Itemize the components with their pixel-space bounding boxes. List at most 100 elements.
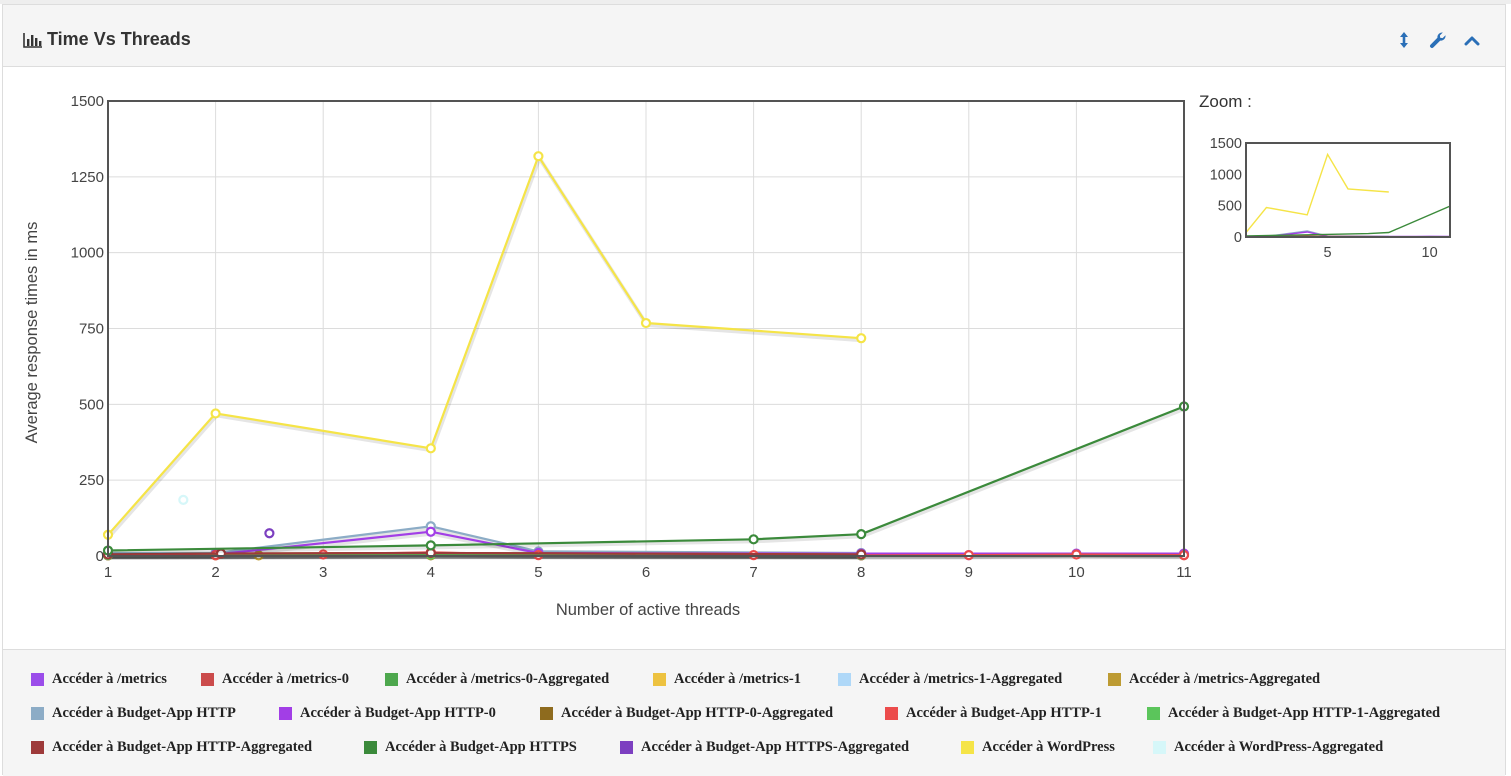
x-tick-label: 3: [319, 564, 327, 581]
y-tick-label: 1500: [71, 93, 104, 110]
legend-swatch: [1147, 707, 1160, 720]
legend-swatch: [885, 707, 898, 720]
data-point-acceder-a-budget-app-https-aggregated[interactable]: [265, 529, 273, 537]
panel-title-text: Time Vs Threads: [47, 29, 191, 50]
zoom-series-group: [1246, 154, 1450, 237]
data-point-acceder-a-budget-app-https[interactable]: [427, 541, 435, 549]
x-tick-label: 9: [965, 564, 973, 581]
legend-item-acceder-a-budget-app-http-1-aggregated[interactable]: Accéder à Budget-App HTTP-1-Aggregated: [1147, 705, 1440, 722]
legend-item-acceder-a-metrics[interactable]: Accéder à /metrics: [31, 671, 167, 688]
x-tick-label: 8: [857, 564, 865, 581]
legend-swatch: [364, 741, 377, 754]
x-axis-label: Number of active threads: [556, 601, 740, 619]
panel-heading: Time Vs Threads: [3, 5, 1505, 67]
x-tick-label: 6: [642, 564, 650, 581]
y-axis-label: Average response times in ms: [23, 222, 41, 444]
x-tick-label: 1: [104, 564, 112, 581]
x-tick-label: 2: [211, 564, 219, 581]
legend-swatch: [201, 673, 214, 686]
legend-item-acceder-a-budget-app-https[interactable]: Accéder à Budget-App HTTPS: [364, 739, 577, 756]
legend-swatch: [620, 741, 633, 754]
legend-label: Accéder à /metrics-0: [222, 671, 349, 688]
x-tick-label: 7: [749, 564, 757, 581]
data-point-acceder-a-budget-app-https[interactable]: [750, 535, 758, 543]
legend-label: Accéder à /metrics: [52, 671, 167, 688]
y-tick-label: 1000: [71, 245, 104, 262]
legend-swatch: [385, 673, 398, 686]
x-tick-label: 10: [1068, 564, 1085, 581]
bar-chart-icon: [23, 32, 43, 48]
legend-swatch: [31, 673, 44, 686]
data-point-acceder-a-wordpress[interactable]: [212, 409, 220, 417]
data-point-acceder-a-wordpress[interactable]: [534, 152, 542, 160]
zoom-y-tick-label: 1000: [1210, 167, 1242, 183]
legend-item-acceder-a-metrics-aggregated[interactable]: Accéder à /metrics-Aggregated: [1108, 671, 1320, 688]
wrench-icon[interactable]: [1429, 31, 1447, 49]
legend-label: Accéder à WordPress: [982, 739, 1115, 756]
legend-swatch: [31, 741, 44, 754]
legend-label: Accéder à WordPress-Aggregated: [1174, 739, 1383, 756]
legend-item-acceder-a-wordpress-aggregated[interactable]: Accéder à WordPress-Aggregated: [1153, 739, 1383, 756]
x-tick-label: 4: [427, 564, 435, 581]
legend-swatch: [1153, 741, 1166, 754]
y-tick-label: 250: [79, 472, 104, 489]
data-point-acceder-a-budget-app-http-1[interactable]: [1072, 550, 1080, 558]
legend-label: Accéder à Budget-App HTTP-0-Aggregated: [561, 705, 833, 722]
legend-swatch: [961, 741, 974, 754]
data-point-acceder-a-wordpress[interactable]: [427, 444, 435, 452]
panel-title: Time Vs Threads: [23, 29, 191, 50]
data-point-acceder-a-wordpress[interactable]: [642, 319, 650, 327]
legend-item-acceder-a-metrics-0-aggregated[interactable]: Accéder à /metrics-0-Aggregated: [385, 671, 609, 688]
data-point-acceder-a-budget-app-https[interactable]: [857, 530, 865, 538]
legend-item-acceder-a-metrics-1-aggregated[interactable]: Accéder à /metrics-1-Aggregated: [838, 671, 1062, 688]
legend-swatch: [31, 707, 44, 720]
zoom-x-tick-label: 5: [1324, 245, 1332, 261]
legend-label: Accéder à /metrics-0-Aggregated: [406, 671, 609, 688]
y-tick-label: 0: [96, 548, 104, 565]
series-acceder-a-wordpress-aggregated: [179, 496, 187, 504]
legend-item-acceder-a-budget-app-http[interactable]: Accéder à Budget-App HTTP: [31, 705, 236, 722]
legend-label: Accéder à Budget-App HTTP-0: [300, 705, 496, 722]
data-point-acceder-a-budget-app-http-aggregated[interactable]: [857, 550, 865, 558]
zoom-y-tick-label: 0: [1234, 230, 1242, 246]
chart-legend: Accéder à /metrics Accéder à /metrics-0 Ac…: [3, 649, 1505, 776]
legend-item-acceder-a-budget-app-http-1[interactable]: Accéder à Budget-App HTTP-1: [885, 705, 1102, 722]
zoom-line-acceder-a-wordpress: [1246, 154, 1389, 232]
data-point-acceder-a-wordpress[interactable]: [857, 334, 865, 342]
data-point-acceder-a-wordpress-aggregated[interactable]: [179, 496, 187, 504]
data-point-acceder-a-budget-app-http-0[interactable]: [427, 528, 435, 536]
zoom-chart[interactable]: 0 500 1000 1500 5 10: [1199, 127, 1479, 267]
legend-label: Accéder à /metrics-Aggregated: [1129, 671, 1320, 688]
legend-label: Accéder à Budget-App HTTP: [52, 705, 236, 722]
grid-lines: [108, 101, 1184, 556]
legend-label: Accéder à Budget-App HTTP-1-Aggregated: [1168, 705, 1440, 722]
legend-label: Accéder à /metrics-1: [674, 671, 801, 688]
legend-item-acceder-a-budget-app-http-0-aggregated[interactable]: Accéder à Budget-App HTTP-0-Aggregated: [540, 705, 833, 722]
resize-vertical-icon[interactable]: [1395, 31, 1413, 49]
legend-item-acceder-a-wordpress[interactable]: Accéder à WordPress: [961, 739, 1115, 756]
legend-label: Accéder à Budget-App HTTPS-Aggregated: [641, 739, 909, 756]
legend-item-acceder-a-metrics-1[interactable]: Accéder à /metrics-1: [653, 671, 801, 688]
zoom-y-tick-label: 500: [1218, 199, 1242, 215]
legend-item-acceder-a-budget-app-http-0[interactable]: Accéder à Budget-App HTTP-0: [279, 705, 496, 722]
chevron-up-icon[interactable]: [1463, 31, 1481, 49]
zoom-x-tick-label: 10: [1422, 245, 1438, 261]
legend-label: Accéder à Budget-App HTTPS: [385, 739, 577, 756]
legend-item-acceder-a-budget-app-http-aggregated[interactable]: Accéder à Budget-App HTTP-Aggregated: [31, 739, 312, 756]
series-acceder-a-wordpress: [104, 152, 865, 539]
y-tick-label: 500: [79, 396, 104, 413]
zoom-line-acceder-a-budget-app-https: [1246, 206, 1450, 236]
legend-swatch: [653, 673, 666, 686]
zoom-plot-border: [1246, 143, 1450, 237]
legend-item-acceder-a-budget-app-https-aggregated[interactable]: Accéder à Budget-App HTTPS-Aggregated: [620, 739, 909, 756]
series-line-acceder-a-wordpress: [108, 156, 861, 535]
legend-swatch: [540, 707, 553, 720]
legend-item-acceder-a-metrics-0[interactable]: Accéder à /metrics-0: [201, 671, 349, 688]
legend-label: Accéder à Budget-App HTTP-1: [906, 705, 1102, 722]
panel-tools: [1395, 31, 1481, 49]
zoom-y-tick-label: 1500: [1210, 136, 1242, 152]
